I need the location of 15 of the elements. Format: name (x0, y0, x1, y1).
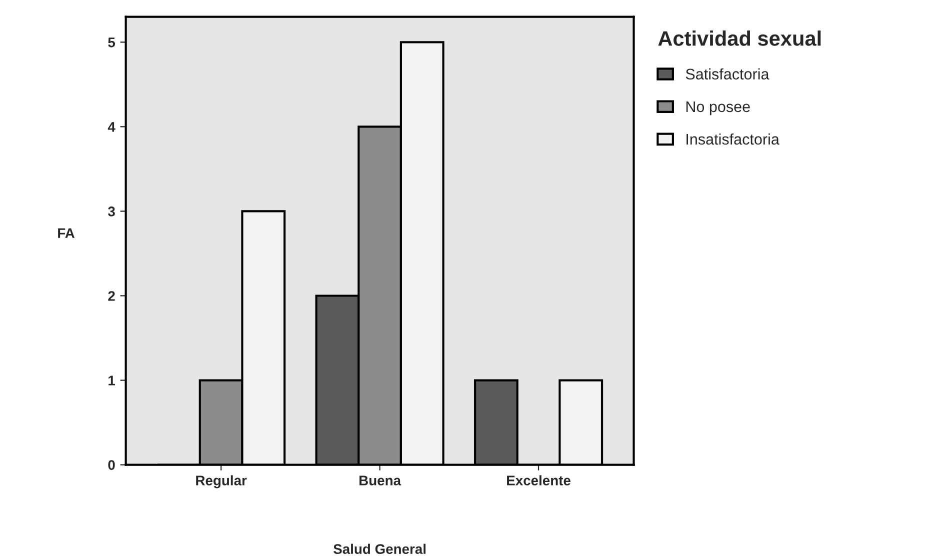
x-axis-title: Salud General (333, 544, 426, 554)
y-tick-label: 0 (108, 460, 115, 470)
x-tick-label: Regular (196, 475, 247, 488)
y-tick-label: 3 (108, 206, 115, 216)
y-tick-label: 1 (108, 376, 116, 386)
legend-label: Satisfactoria (686, 68, 770, 80)
x-tick-label: Buena (359, 476, 402, 486)
x-tick-label: Excelente (507, 475, 570, 486)
legend-label: No posee (686, 101, 750, 116)
y-tick-label: 4 (108, 122, 116, 132)
y-tick-label: 5 (108, 38, 116, 48)
legend-title: Actividad sexual (658, 30, 821, 46)
legend-label: Insatisfactoria (686, 133, 780, 145)
y-axis-title: FA (58, 228, 75, 238)
y-tick-label: 2 (108, 291, 115, 301)
